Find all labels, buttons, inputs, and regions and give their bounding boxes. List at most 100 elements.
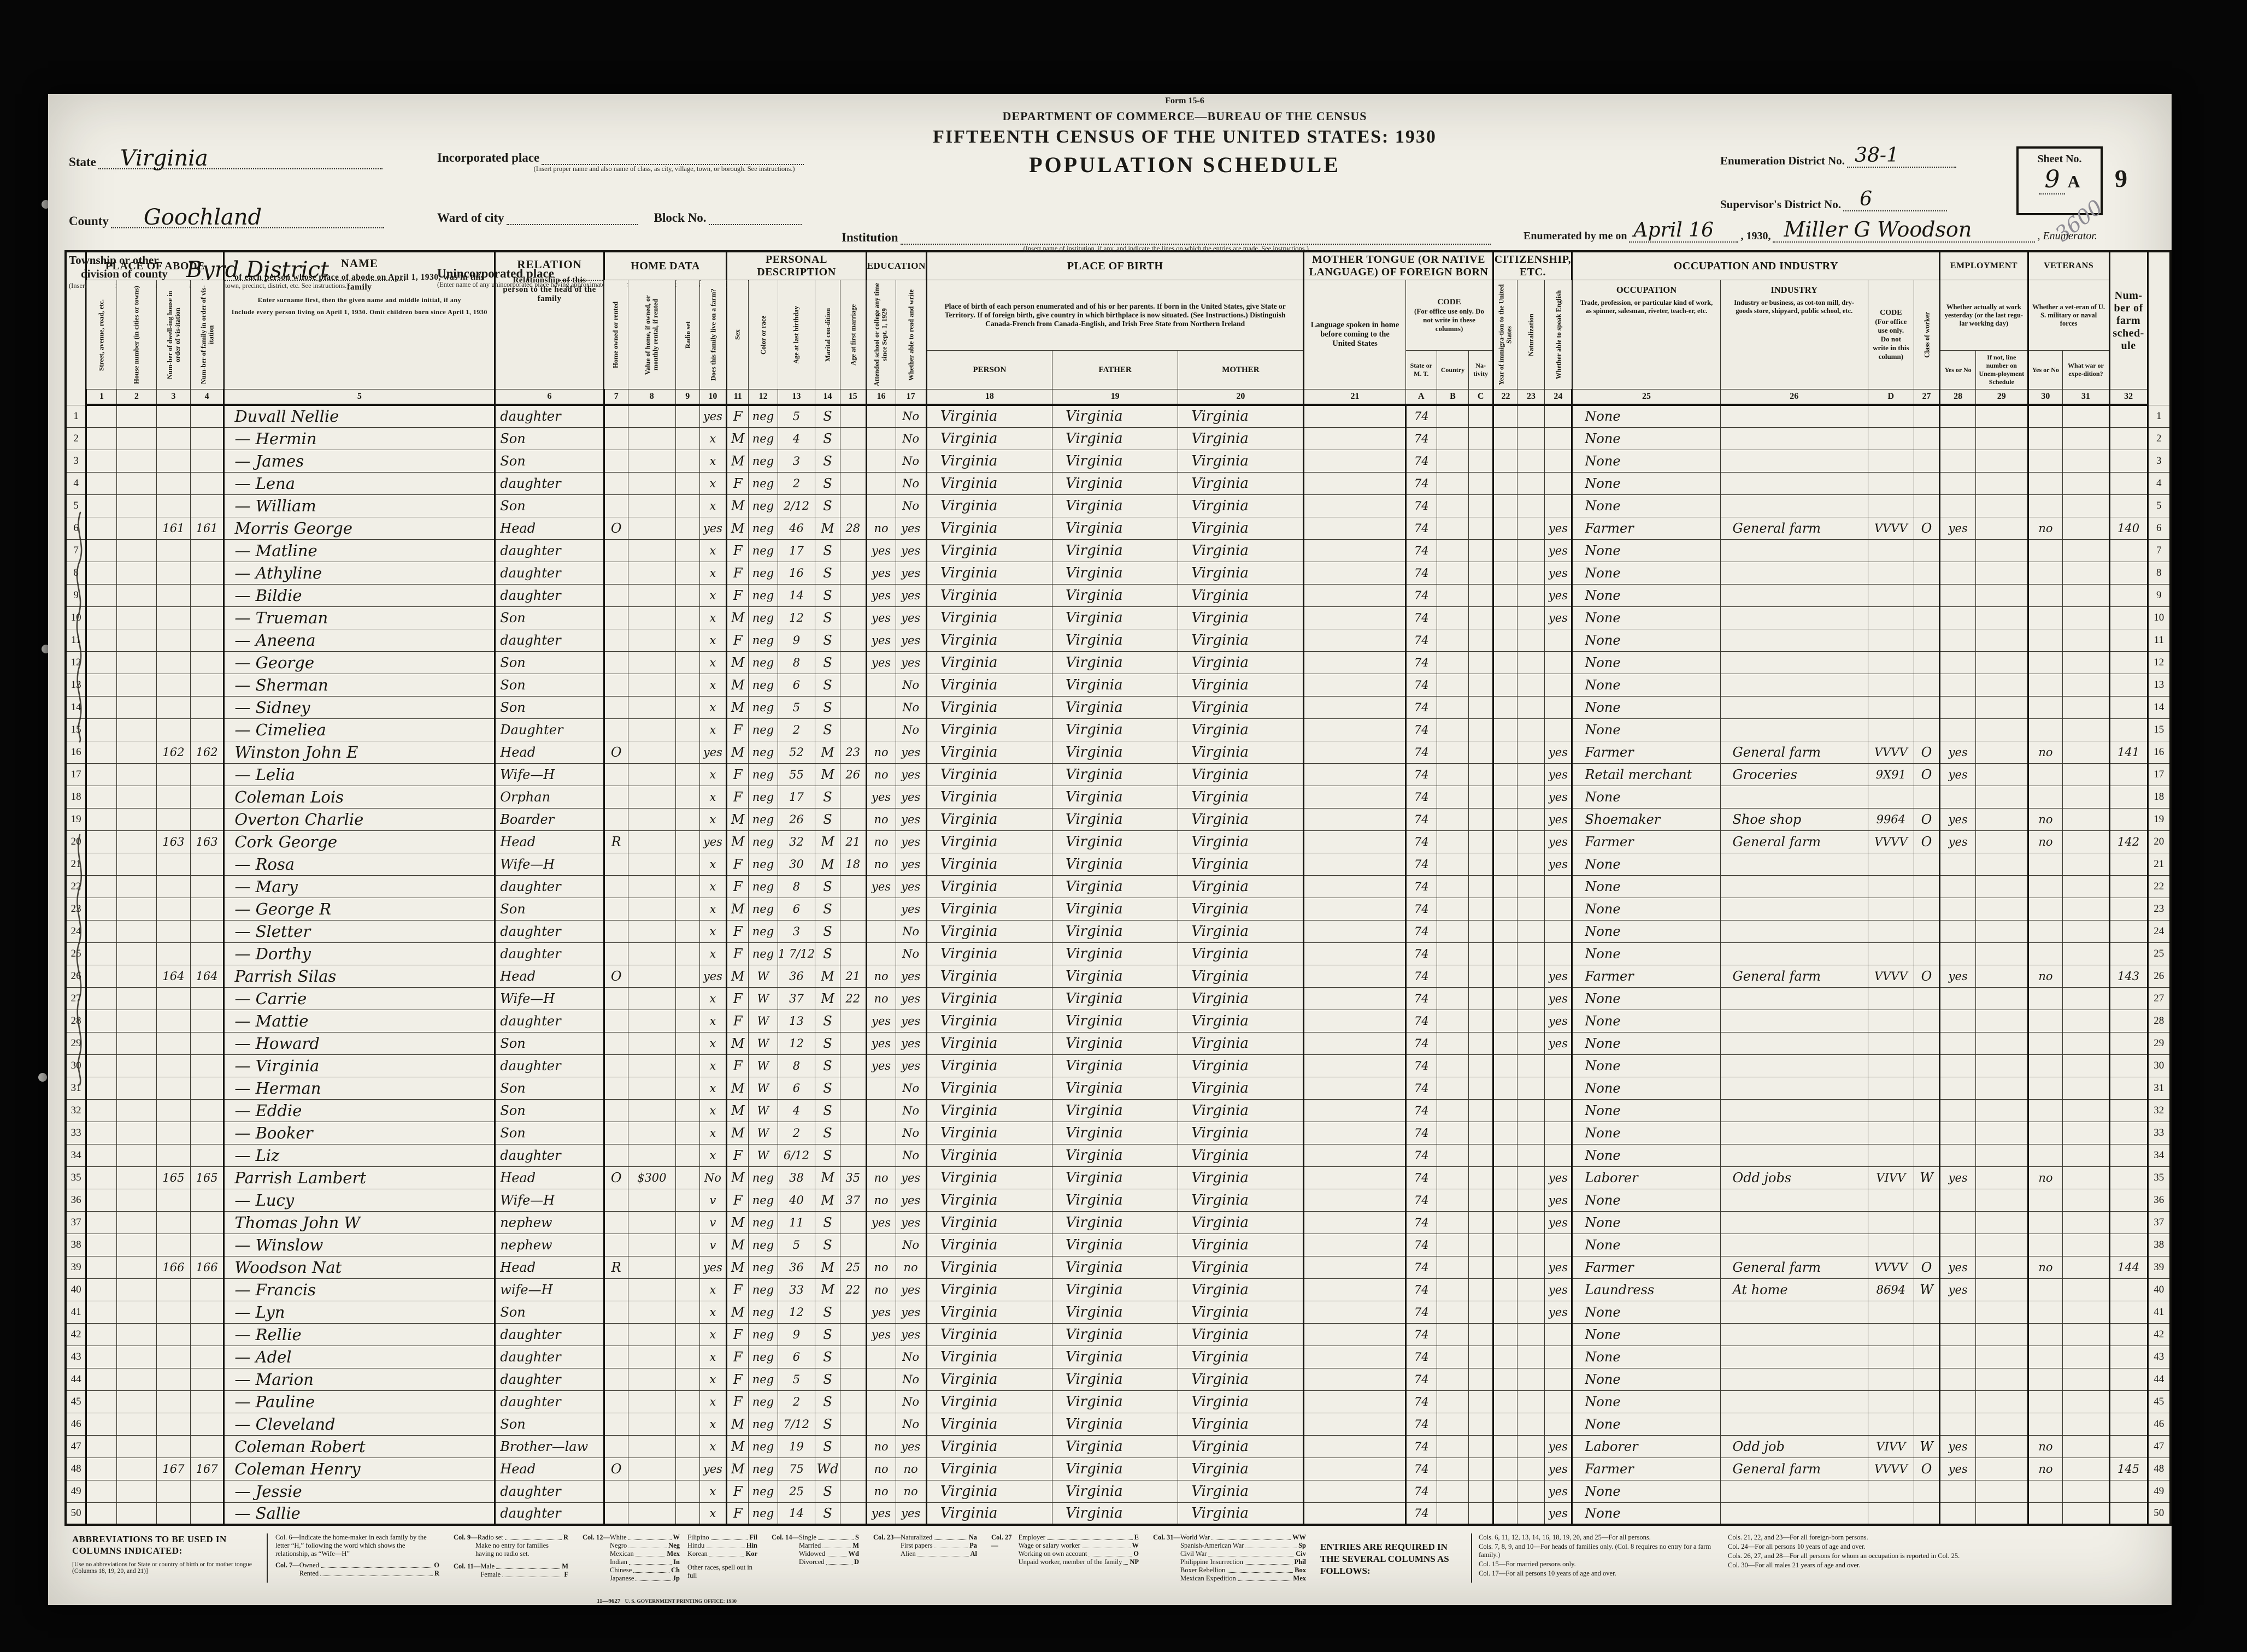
cell-pb1: Virginia [1051, 1367, 1179, 1391]
cell-am [839, 1143, 867, 1167]
cell-hn [116, 1099, 157, 1122]
cell-lnr: 36 [2146, 1188, 2171, 1212]
cell-or [603, 1278, 628, 1301]
group-home-data: HOME DATA [603, 251, 727, 280]
cell-cd [1868, 875, 1914, 898]
cell-vt [2027, 942, 2063, 965]
code-title: CODE [1437, 297, 1461, 306]
code-d-title: CODE [1880, 308, 1902, 317]
cell-sx: F [726, 1323, 749, 1346]
cell-fa: v [699, 1211, 727, 1234]
cell-cw [1913, 1143, 1940, 1167]
cell-dw [156, 1502, 191, 1525]
cell-ln: 2 [65, 427, 87, 450]
cell-ul [1975, 1323, 2028, 1346]
cell-ul [1975, 1009, 2028, 1032]
cell-sc [865, 919, 896, 943]
cell-oc: None [1571, 494, 1721, 517]
cell-dw [156, 1367, 191, 1391]
cell-nm: — Sidney [223, 695, 496, 719]
cell-pb0: Virginia [925, 427, 1053, 450]
cell-pb0: Virginia [925, 1188, 1053, 1212]
cell-ln: 49 [65, 1479, 87, 1503]
cell-hn [116, 1255, 157, 1279]
cell-pb1: Virginia [1051, 606, 1179, 629]
cell-fa: x [699, 606, 727, 629]
cell-ul [1975, 1099, 2028, 1122]
cell-na [1517, 830, 1545, 853]
cell-rl: Head [494, 516, 604, 540]
cell-oc: None [1571, 1188, 1721, 1212]
cell-la [1303, 1457, 1406, 1480]
cell-dw [156, 1099, 191, 1122]
cell-ag: 17 [777, 785, 816, 809]
cell-wk [1939, 1233, 1976, 1256]
cell-en: yes [1544, 987, 1573, 1010]
cell-wr [2062, 919, 2110, 943]
cell-cc [1468, 1457, 1494, 1480]
cell-ln: 43 [65, 1345, 87, 1368]
cell-rd [675, 942, 700, 965]
cell-la [1303, 427, 1406, 450]
cell-rd [675, 740, 700, 764]
cell-mc: S [815, 1031, 840, 1055]
cell-rl: daughter [494, 404, 604, 428]
cell-vl [627, 1233, 677, 1256]
cell-hn [116, 1278, 157, 1301]
cell-mc: M [815, 740, 840, 764]
cell-pb2: Virginia [1178, 1054, 1304, 1077]
cell-pb1: Virginia [1051, 852, 1179, 876]
cell-cw [1913, 1076, 1940, 1100]
cell-ln: 45 [65, 1390, 87, 1413]
cell-dw [156, 1009, 191, 1032]
cell-cd [1868, 427, 1914, 450]
cell-rd [675, 494, 700, 517]
cell-sc: yes [865, 539, 896, 562]
cell-yi [1492, 852, 1518, 876]
cell-rd [675, 516, 700, 540]
cell-fs [2108, 1278, 2148, 1301]
cell-yi [1492, 718, 1518, 741]
cell-la [1303, 1435, 1406, 1458]
cell-vt [2027, 1502, 2063, 1525]
cell-pb1: Virginia [1051, 561, 1179, 585]
entries-rule: Col. 17—For all persons 10 years of age … [1479, 1570, 1616, 1577]
group-education: EDUCATION [865, 251, 927, 280]
cell-in [1720, 471, 1869, 495]
cell-nm: Parrish Silas [223, 964, 496, 988]
cell-sc: no [865, 852, 896, 876]
cell-ul [1975, 606, 2028, 629]
cell-rw: yes [895, 1278, 927, 1301]
cell-cb [1437, 807, 1469, 831]
cell-ul [1975, 1143, 2028, 1167]
cell-yi [1492, 1031, 1518, 1055]
cell-rl: daughter [494, 1054, 604, 1077]
cell-lnr: 34 [2146, 1143, 2171, 1167]
cell-oc: None [1571, 561, 1721, 585]
cell-cc [1468, 807, 1494, 831]
cell-pb0: Virginia [925, 628, 1053, 652]
cell-cw [1913, 1031, 1940, 1055]
cell-ul [1975, 875, 2028, 898]
cell-cd [1868, 494, 1914, 517]
cell-cr: neg [748, 897, 778, 921]
cell-sx: M [726, 830, 749, 853]
cell-fa: x [699, 471, 727, 495]
cell-vt [2027, 1345, 2063, 1368]
sheet-value: 9 [2039, 166, 2066, 194]
cell-la [1303, 830, 1406, 853]
cell-dw [156, 427, 191, 450]
township-label: Township or other [69, 253, 159, 267]
cell-oc: None [1571, 695, 1721, 719]
cell-sx: F [726, 1143, 749, 1167]
cell-en [1544, 494, 1573, 517]
cell-hn [116, 1166, 157, 1189]
cell-oc: None [1571, 673, 1721, 697]
cell-vl [627, 740, 677, 764]
cell-na [1517, 583, 1545, 607]
incorporated-field: Incorporated place (Insert proper name a… [437, 151, 804, 173]
